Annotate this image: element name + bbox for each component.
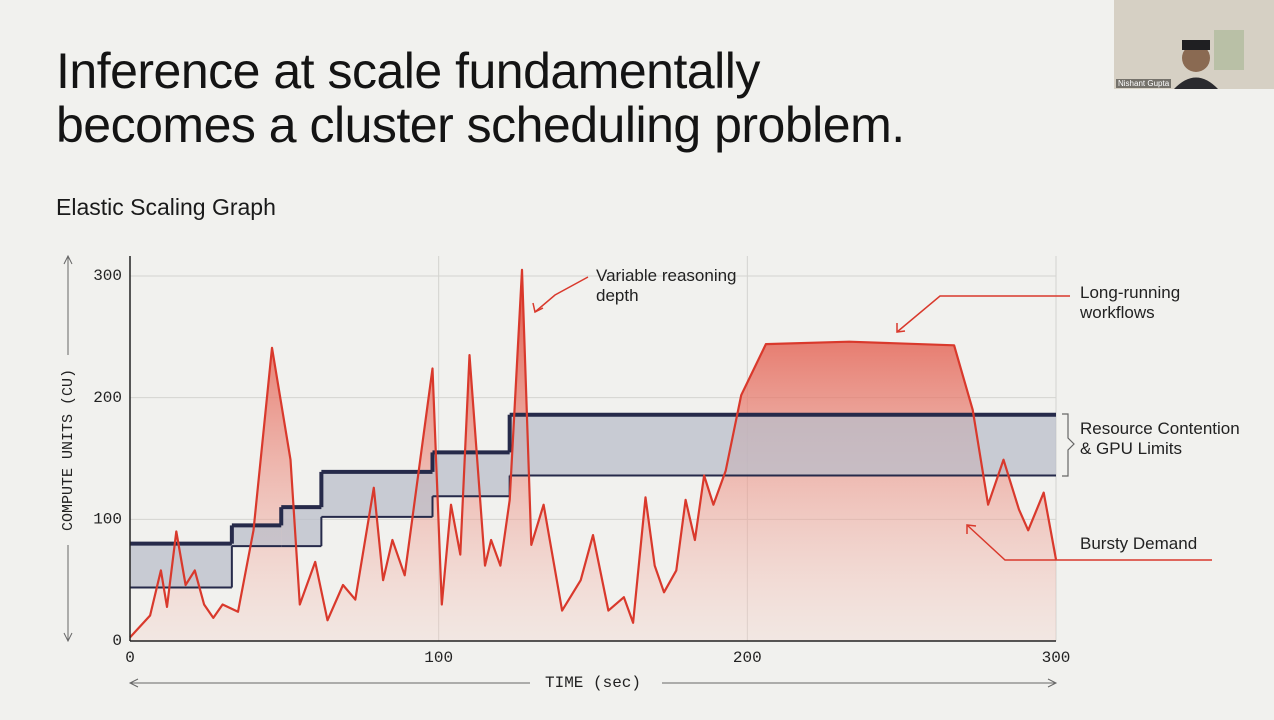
- x-tick-label: 300: [1042, 649, 1071, 667]
- arrow-head: [896, 323, 906, 333]
- capacity-band: [432, 452, 510, 497]
- arrow-head: [532, 302, 544, 314]
- slide-title: Inference at scale fundamentally becomes…: [56, 44, 905, 152]
- demand-line: [129, 268, 1058, 639]
- y-tick-label: 300: [93, 267, 122, 285]
- arrow-head: [63, 254, 73, 643]
- x-axis-label: TIME (sec): [545, 674, 641, 692]
- arrow-head: [966, 524, 977, 534]
- x-tick-label: 100: [424, 649, 453, 667]
- annotation-line: & GPU Limits: [1080, 439, 1182, 458]
- webcam-image: [1114, 0, 1274, 89]
- annotation-line: Long-running: [1080, 283, 1180, 302]
- leader: [896, 295, 1070, 333]
- annotation-line: Variable reasoning: [596, 266, 737, 285]
- x-tick-label: 0: [125, 649, 135, 667]
- participant-name: Nishant Gupta: [1116, 79, 1172, 88]
- capacity-band: [281, 507, 322, 547]
- annotation-line: Resource Contention: [1080, 419, 1240, 438]
- annotation-line: depth: [596, 286, 639, 305]
- annotation: Resource Contention & GPU Limits: [1080, 419, 1240, 458]
- y-tick-label: 100: [93, 511, 122, 529]
- annotation: Long-running workflows: [1079, 283, 1180, 322]
- title-line: becomes a cluster scheduling problem.: [56, 97, 905, 153]
- webcam-tile: Nishant Gupta: [1114, 0, 1274, 89]
- annotation-line: workflows: [1079, 303, 1155, 322]
- chart-title: Elastic Scaling Graph: [56, 194, 276, 220]
- capacity-band: [509, 414, 1056, 476]
- title-line: Inference at scale fundamentally: [56, 43, 760, 99]
- y-tick-label: 200: [93, 389, 122, 407]
- x-tick-label: 200: [733, 649, 762, 667]
- capacity-band: [231, 525, 282, 547]
- bracket: [1062, 413, 1075, 477]
- leader: [966, 524, 1212, 561]
- capacity-band: [130, 543, 232, 588]
- y-axis-label: COMPUTE UNITS (CU): [60, 369, 77, 531]
- demand-area: [130, 269, 1056, 641]
- annotation: Variable reasoning depth: [596, 266, 737, 305]
- arrow-head: [128, 678, 1058, 688]
- y-tick-label: 0: [112, 632, 122, 650]
- leader: [534, 276, 589, 313]
- annotation: Bursty Demand: [1080, 534, 1197, 553]
- annotation-line: Bursty Demand: [1080, 534, 1197, 553]
